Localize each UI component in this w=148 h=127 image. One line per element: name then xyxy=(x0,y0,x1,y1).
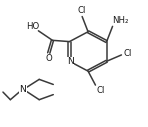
Text: Cl: Cl xyxy=(78,6,86,15)
Text: N: N xyxy=(20,85,26,94)
Text: NH₂: NH₂ xyxy=(112,16,128,25)
Text: Cl: Cl xyxy=(123,49,132,58)
Text: Cl: Cl xyxy=(96,86,105,95)
Text: O: O xyxy=(45,54,52,63)
Text: N: N xyxy=(67,57,74,66)
Text: HO: HO xyxy=(26,22,39,31)
